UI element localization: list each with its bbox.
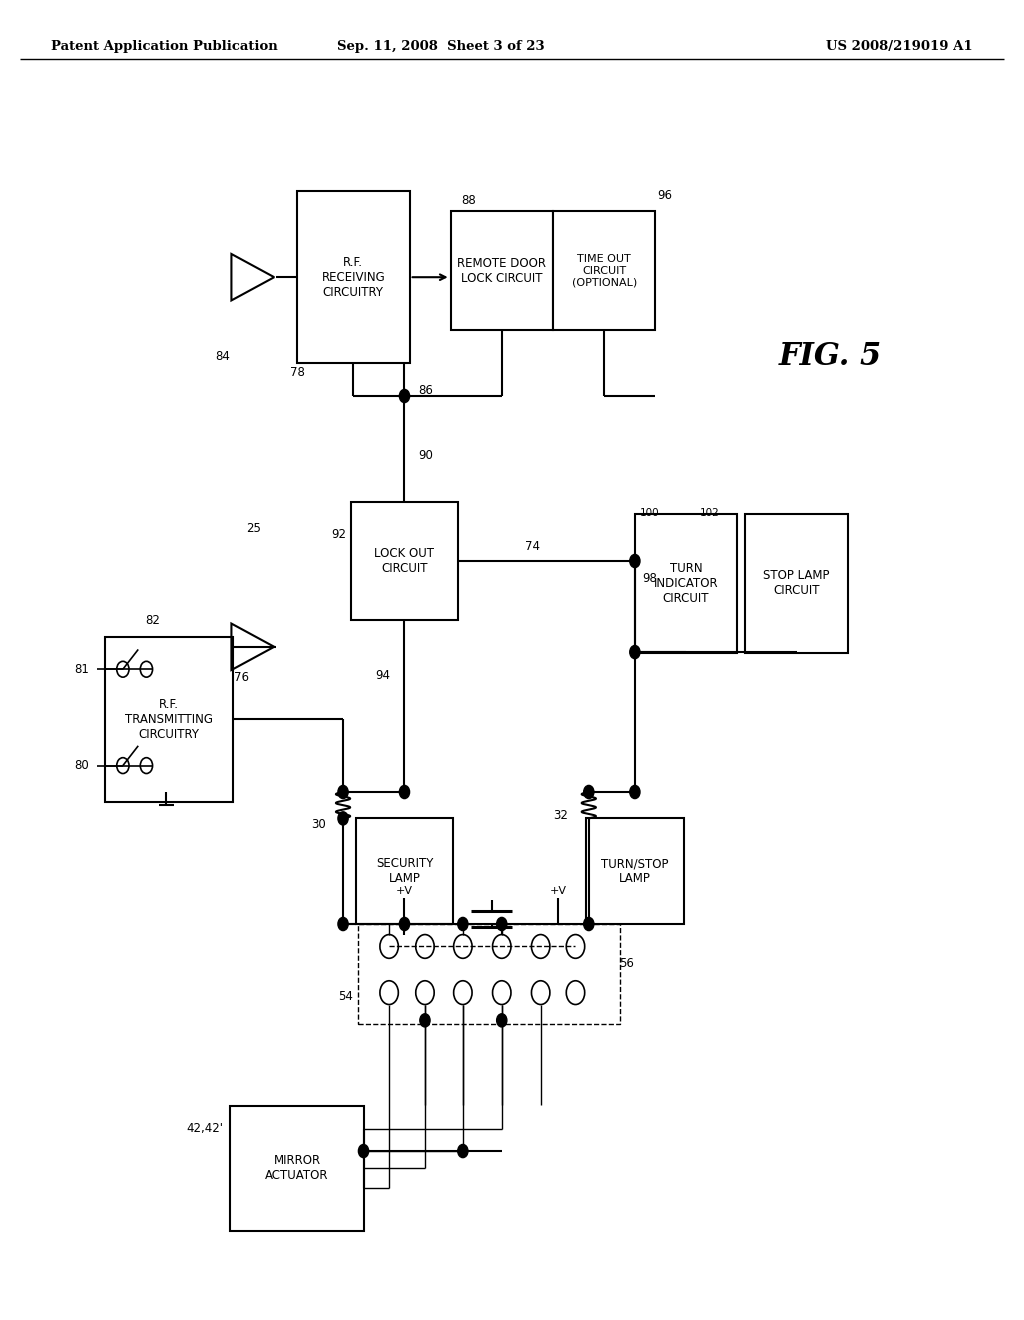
Circle shape <box>497 917 507 931</box>
Text: 25: 25 <box>246 521 261 535</box>
Text: 100: 100 <box>640 508 659 519</box>
Bar <box>230 1106 364 1230</box>
Bar <box>297 191 410 363</box>
Bar <box>350 502 459 620</box>
Circle shape <box>458 1144 468 1158</box>
Text: 84: 84 <box>215 350 230 363</box>
Text: 102: 102 <box>699 508 719 519</box>
Text: 56: 56 <box>620 957 635 970</box>
Text: Sep. 11, 2008  Sheet 3 of 23: Sep. 11, 2008 Sheet 3 of 23 <box>337 40 544 53</box>
Text: 96: 96 <box>657 189 673 202</box>
Bar <box>451 211 553 330</box>
Circle shape <box>630 785 640 799</box>
Text: TURN
INDICATOR
CIRCUIT: TURN INDICATOR CIRCUIT <box>653 562 719 605</box>
Text: SECURITY
LAMP: SECURITY LAMP <box>376 857 433 886</box>
Text: 74: 74 <box>525 540 540 553</box>
Bar <box>553 211 655 330</box>
Text: 92: 92 <box>331 528 346 541</box>
Circle shape <box>497 1014 507 1027</box>
Text: 81: 81 <box>74 663 89 676</box>
Bar <box>358 924 620 1024</box>
Text: TIME OUT
CIRCUIT
(OPTIONAL): TIME OUT CIRCUIT (OPTIONAL) <box>571 253 637 288</box>
Circle shape <box>358 1144 369 1158</box>
Text: 90: 90 <box>418 449 433 462</box>
Text: +V: +V <box>550 886 566 896</box>
Text: LOCK OUT
CIRCUIT: LOCK OUT CIRCUIT <box>375 546 434 576</box>
Circle shape <box>584 785 594 799</box>
Circle shape <box>338 785 348 799</box>
Text: 88: 88 <box>461 194 475 207</box>
Circle shape <box>584 917 594 931</box>
Text: 42,42': 42,42' <box>186 1122 223 1135</box>
Bar <box>105 636 233 801</box>
Circle shape <box>399 917 410 931</box>
Circle shape <box>338 812 348 825</box>
Text: REMOTE DOOR
LOCK CIRCUIT: REMOTE DOOR LOCK CIRCUIT <box>458 256 546 285</box>
Circle shape <box>630 554 640 568</box>
Text: 78: 78 <box>290 366 305 379</box>
Text: R.F.
TRANSMITTING
CIRCUITRY: R.F. TRANSMITTING CIRCUITRY <box>125 698 213 741</box>
Bar <box>586 818 684 924</box>
Circle shape <box>399 785 410 799</box>
Text: +V: +V <box>396 886 413 896</box>
Circle shape <box>399 389 410 403</box>
Text: 30: 30 <box>311 818 326 832</box>
Text: 54: 54 <box>338 990 353 1003</box>
Text: 80: 80 <box>75 759 89 772</box>
Circle shape <box>338 917 348 931</box>
Text: 94: 94 <box>375 669 390 682</box>
Text: STOP LAMP
CIRCUIT: STOP LAMP CIRCUIT <box>764 569 829 598</box>
Bar <box>356 818 453 924</box>
Text: R.F.
RECEIVING
CIRCUITRY: R.F. RECEIVING CIRCUITRY <box>322 256 385 298</box>
Circle shape <box>630 645 640 659</box>
Text: Patent Application Publication: Patent Application Publication <box>51 40 278 53</box>
Text: MIRROR
ACTUATOR: MIRROR ACTUATOR <box>265 1154 329 1183</box>
Circle shape <box>458 917 468 931</box>
Bar <box>745 513 848 652</box>
Circle shape <box>420 1014 430 1027</box>
Text: FIG. 5: FIG. 5 <box>778 341 882 372</box>
Text: 32: 32 <box>553 809 568 822</box>
Bar <box>635 513 737 652</box>
Text: US 2008/219019 A1: US 2008/219019 A1 <box>826 40 973 53</box>
Text: 82: 82 <box>144 614 160 627</box>
Text: TURN/STOP
LAMP: TURN/STOP LAMP <box>601 857 669 886</box>
Text: 86: 86 <box>418 384 433 397</box>
Text: 76: 76 <box>233 671 249 684</box>
Text: 98: 98 <box>642 572 657 585</box>
